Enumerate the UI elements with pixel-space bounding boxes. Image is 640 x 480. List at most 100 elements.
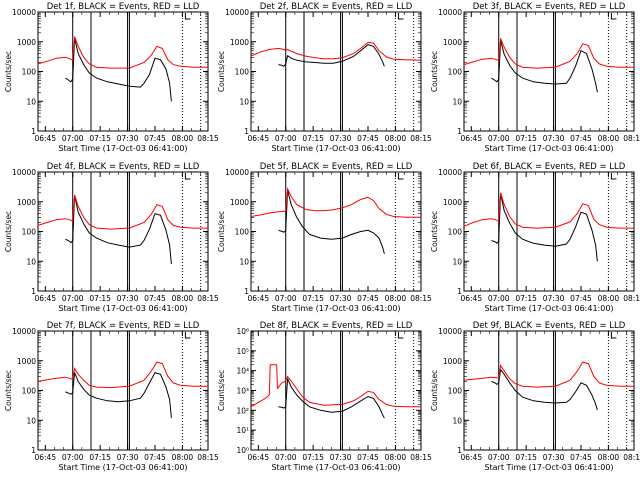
x-tick-label: 07:45 bbox=[144, 453, 166, 462]
y-tick-label: 1000 bbox=[443, 357, 462, 366]
plot-frame bbox=[250, 11, 422, 132]
chart-title: Det 8f, BLACK = Events, RED = LLD bbox=[260, 321, 413, 331]
x-tick-label: 07:45 bbox=[570, 134, 592, 143]
y-tick-label: 100 bbox=[235, 228, 250, 237]
x-axis-label: Start Time (17-Oct-03 06:41:00) bbox=[271, 463, 400, 472]
series-lld-line bbox=[250, 187, 421, 218]
chart-title: Det 7f, BLACK = Events, RED = LLD bbox=[47, 321, 200, 331]
x-tick-label: 06:45 bbox=[34, 453, 56, 462]
plot-frame bbox=[463, 330, 635, 451]
x-tick-label: 08:15 bbox=[410, 134, 432, 143]
x-tick-label: 07:45 bbox=[570, 294, 592, 303]
y-tick-label: 1000 bbox=[17, 357, 36, 366]
flag-mark bbox=[397, 332, 404, 339]
plot-frame bbox=[463, 11, 635, 132]
x-tick-label: 07:15 bbox=[515, 294, 537, 303]
y-tick-label: 100 bbox=[22, 228, 37, 237]
y-tick-label: 1000 bbox=[443, 38, 462, 47]
x-tick-label: 07:30 bbox=[543, 453, 565, 462]
y-tick-label: 10000 bbox=[438, 8, 462, 17]
x-tick-label: 07:30 bbox=[117, 453, 139, 462]
x-tick-label: 08:00 bbox=[172, 134, 194, 143]
flag-mark bbox=[610, 332, 617, 339]
x-tick-label: 07:15 bbox=[89, 453, 111, 462]
y-tick-label: 10 bbox=[239, 257, 249, 266]
series-lld-line bbox=[37, 36, 208, 69]
y-tick-label: 10⁵ bbox=[236, 347, 249, 356]
x-tick-label: 08:00 bbox=[385, 134, 407, 143]
x-axis-label: Start Time (17-Oct-03 06:41:00) bbox=[484, 144, 613, 153]
y-axis-label: Counts/sec bbox=[430, 370, 439, 411]
x-tick-label: 07:30 bbox=[330, 134, 352, 143]
x-tick-label: 07:00 bbox=[275, 134, 297, 143]
y-tick-label: 10⁰ bbox=[236, 446, 249, 455]
x-tick-label: 07:00 bbox=[275, 453, 297, 462]
y-tick-label: 10000 bbox=[12, 168, 36, 177]
x-tick-label: 07:30 bbox=[330, 294, 352, 303]
x-tick-label: 07:30 bbox=[330, 453, 352, 462]
y-tick-label: 10000 bbox=[12, 8, 36, 17]
y-axis-label: Counts/sec bbox=[217, 51, 226, 92]
series-events-line bbox=[491, 40, 598, 93]
flag-mark bbox=[184, 13, 191, 20]
x-tick-label: 07:45 bbox=[357, 294, 379, 303]
x-tick-label: 06:45 bbox=[34, 294, 56, 303]
x-tick-label: 08:15 bbox=[197, 453, 219, 462]
y-axis-label: Counts/sec bbox=[430, 211, 439, 252]
series-events-line bbox=[278, 44, 385, 67]
y-tick-label: 10 bbox=[452, 97, 462, 106]
flag-mark bbox=[397, 173, 404, 180]
x-tick-label: 08:15 bbox=[623, 294, 640, 303]
y-tick-label: 10000 bbox=[12, 327, 36, 336]
series-events-line bbox=[278, 190, 385, 254]
y-tick-label: 100 bbox=[448, 228, 463, 237]
y-axis-label: Counts/sec bbox=[4, 51, 13, 92]
x-axis-label: Start Time (17-Oct-03 06:41:00) bbox=[484, 463, 613, 472]
plot-frame bbox=[37, 11, 209, 132]
x-tick-label: 07:45 bbox=[357, 453, 379, 462]
chart-panel-1: Det 1f, BLACK = Events, RED = LLD 1 10 100 1… bbox=[4, 2, 219, 153]
y-tick-label: 100 bbox=[22, 68, 37, 77]
y-tick-label: 1 bbox=[457, 287, 462, 296]
chart-title: Det 6f, BLACK = Events, RED = LLD bbox=[473, 162, 626, 172]
x-tick-label: 08:00 bbox=[598, 453, 620, 462]
x-tick-label: 06:45 bbox=[460, 294, 482, 303]
x-tick-label: 07:00 bbox=[62, 453, 84, 462]
y-tick-label: 10⁴ bbox=[236, 367, 249, 376]
x-tick-label: 07:00 bbox=[62, 294, 84, 303]
y-tick-label: 10 bbox=[239, 97, 249, 106]
series-events-line bbox=[491, 368, 598, 411]
x-tick-label: 07:15 bbox=[89, 294, 111, 303]
x-tick-label: 08:15 bbox=[197, 134, 219, 143]
y-tick-label: 10 bbox=[452, 416, 462, 425]
chart-title: Det 9f, BLACK = Events, RED = LLD bbox=[473, 321, 626, 331]
chart-panel-8: Det 8f, BLACK = Events, RED = LLD 10⁰ 10¹ 1… bbox=[217, 321, 432, 472]
y-axis-label: Counts/sec bbox=[217, 370, 226, 411]
series-lld-line bbox=[250, 364, 421, 408]
y-tick-label: 10 bbox=[26, 257, 36, 266]
x-axis-label: Start Time (17-Oct-03 06:41:00) bbox=[58, 304, 187, 313]
x-tick-label: 08:00 bbox=[172, 294, 194, 303]
chart-panel-5: Det 5f, BLACK = Events, RED = LLD 1 10 100 1… bbox=[217, 162, 432, 313]
y-tick-label: 10 bbox=[452, 257, 462, 266]
y-tick-label: 1000 bbox=[230, 38, 249, 47]
y-tick-label: 1 bbox=[31, 127, 36, 136]
series-lld-line bbox=[463, 38, 634, 69]
plot-frame bbox=[37, 330, 209, 451]
x-tick-label: 07:00 bbox=[488, 134, 510, 143]
x-tick-label: 06:45 bbox=[34, 134, 56, 143]
x-axis-label: Start Time (17-Oct-03 06:41:00) bbox=[58, 144, 187, 153]
x-tick-label: 08:15 bbox=[410, 453, 432, 462]
series-lld-line bbox=[37, 194, 208, 230]
x-tick-label: 08:00 bbox=[385, 294, 407, 303]
y-axis-label: Counts/sec bbox=[4, 211, 13, 252]
x-tick-label: 07:30 bbox=[117, 134, 139, 143]
plot-frame bbox=[37, 171, 209, 292]
y-tick-label: 1000 bbox=[443, 198, 462, 207]
y-tick-label: 100 bbox=[22, 387, 37, 396]
chart-title: Det 4f, BLACK = Events, RED = LLD bbox=[47, 162, 200, 172]
x-tick-label: 06:45 bbox=[460, 453, 482, 462]
y-axis-label: Counts/sec bbox=[217, 211, 226, 252]
chart-panel-6: Det 6f, BLACK = Events, RED = LLD 1 10 100 1… bbox=[430, 162, 640, 313]
